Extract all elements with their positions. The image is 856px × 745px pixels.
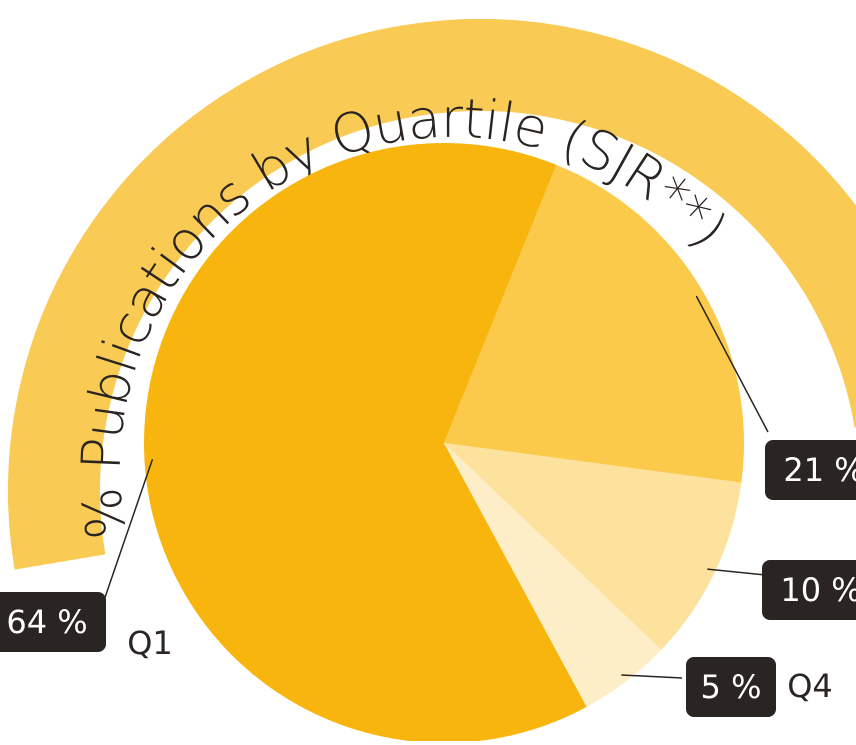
value-label: 21 %: [783, 451, 856, 489]
value-label: 10 %: [780, 571, 856, 609]
pie-slice: [444, 164, 744, 483]
leader-line: [621, 674, 683, 679]
value-label: 64 %: [6, 603, 87, 641]
leader-line: [99, 459, 154, 613]
value-label-box: [686, 657, 776, 717]
pie-slice: [144, 143, 587, 744]
leader-line: [707, 568, 766, 576]
leader-line: [695, 295, 769, 433]
category-label: Q4: [787, 667, 833, 705]
category-label: Q1: [127, 624, 173, 662]
pie-slice: [444, 443, 662, 707]
pie-slice: [444, 443, 742, 650]
title-band: [8, 19, 856, 570]
value-label-box: [762, 560, 856, 620]
value-label: 5 %: [701, 668, 762, 706]
value-label-box: [0, 592, 106, 652]
value-label-box: [765, 440, 856, 500]
